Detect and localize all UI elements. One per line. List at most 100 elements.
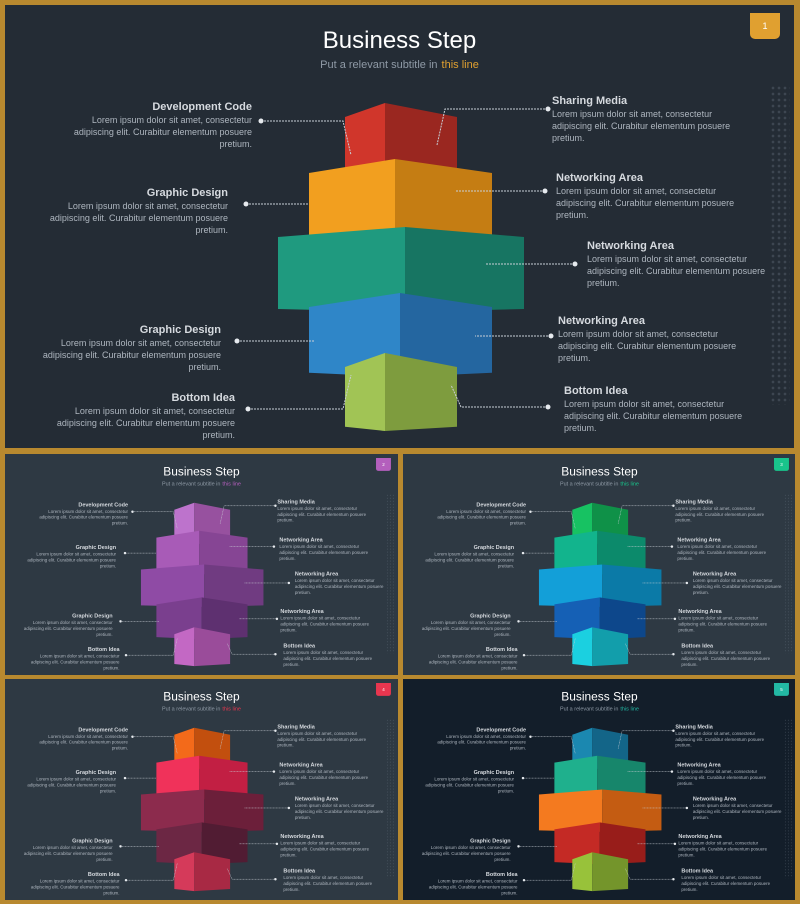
label-title: Bottom Idea	[681, 868, 714, 875]
connector-dot	[131, 735, 134, 739]
label-right-5: Bottom Idea Lorem ipsum dolor sit amet, c…	[283, 868, 378, 893]
slide-thumbnail-purple[interactable]: Business Step Put a relevant subtitle in…	[5, 454, 398, 675]
slide-thumbnail-green-blue[interactable]: Business Step Put a relevant subtitle in…	[403, 454, 795, 675]
label-right-1: Sharing Media Lorem ipsum dolor sit amet,…	[552, 94, 742, 144]
connector-dot	[529, 735, 532, 739]
label-text: Lorem ipsum dolor sit amet, consectetur …	[23, 619, 113, 637]
label-title: Development Code	[476, 501, 527, 508]
slide-subtitle: Put a relevant subtitle in this line	[403, 706, 795, 712]
connector-line	[248, 374, 352, 410]
connector-line	[524, 863, 576, 881]
label-left-3: Graphic Design Lorem ipsum dolor sit amet…	[18, 837, 113, 862]
block-5	[345, 353, 457, 431]
label-left-2: Graphic Design Lorem ipsum dolor sit amet…	[419, 544, 514, 569]
block-face-right	[592, 627, 629, 667]
block-3	[538, 564, 662, 607]
label-text: Lorem ipsum dolor sit amet, consectetur …	[30, 878, 120, 896]
block-face-left	[278, 227, 405, 312]
label-title: Graphic Design	[146, 187, 228, 199]
slide-thumbnail-dark-orange[interactable]: Business Step Put a relevant subtitle in…	[403, 679, 795, 900]
label-title: Development Code	[78, 726, 129, 733]
page-number-badge: 3	[774, 457, 789, 471]
label-right-3: Networking Area Lorem ipsum dolor sit ame…	[693, 796, 788, 821]
connector-dot	[521, 776, 525, 780]
slide-subtitle: Put a relevant subtitle in this line	[5, 706, 398, 712]
label-title: Sharing Media	[552, 95, 628, 107]
slide-thumbnail-red[interactable]: Business Step Put a relevant subtitle in…	[5, 679, 398, 900]
block-5	[174, 627, 231, 667]
block-face-left	[309, 159, 395, 247]
connector-line	[226, 643, 276, 655]
label-title: Graphic Design	[139, 324, 221, 336]
label-right-4: Networking Area Lorem ipsum dolor sit ame…	[678, 608, 773, 633]
block-face-left	[554, 530, 598, 575]
label-title: Networking Area	[692, 571, 737, 578]
label-title: Bottom Idea	[283, 868, 316, 875]
connector-line	[530, 736, 576, 754]
label-text: Lorem ipsum dolor sit amet, consectetur …	[421, 619, 511, 637]
slide-canvas: Business Step Put a relevant subtitle in…	[403, 454, 795, 675]
label-text: Lorem ipsum dolor sit amet, consectetur …	[425, 776, 515, 794]
label-text: Lorem ipsum dolor sit amet, consectetur …	[428, 878, 518, 896]
label-left-4: Bottom Idea Lorem ipsum dolor sit amet, c…	[25, 871, 120, 896]
label-right-3: Networking Area Lorem ipsum dolor sit ame…	[693, 571, 788, 596]
label-text: Lorem ipsum dolor sit amet, consectetur …	[39, 733, 129, 751]
decorative-dot-pattern	[385, 718, 396, 879]
label-title: Networking Area	[677, 537, 721, 544]
label-right-5: Bottom Idea Lorem ipsum dolor sit amet, c…	[681, 643, 776, 668]
label-text: Lorem ipsum dolor sit amet, consectetur …	[294, 578, 384, 595]
subtitle-text: Put a relevant subtitle in	[559, 705, 619, 712]
connector-dot	[517, 845, 520, 848]
block-face-right	[597, 755, 646, 800]
label-text: Lorem ipsum dolor sit amet, consectetur …	[556, 186, 735, 220]
connector-dot	[123, 551, 127, 555]
slide-title: Business Step	[561, 464, 638, 479]
label-title: Graphic Design	[72, 837, 113, 844]
connector-dot	[572, 261, 578, 267]
slide-subtitle: Put a relevant subtitle in this line	[403, 481, 795, 487]
connector-dot	[673, 617, 677, 621]
connector-line	[624, 868, 674, 880]
label-title: Bottom Idea	[283, 643, 316, 650]
label-left-1: Development Code Lorem ipsum dolor sit am…	[62, 100, 252, 150]
connector-dot	[274, 652, 277, 656]
label-title: Networking Area	[279, 537, 323, 544]
label-text: Lorem ipsum dolor sit amet, consectetur …	[56, 406, 235, 440]
label-text: Lorem ipsum dolor sit amet, consectetur …	[279, 544, 369, 562]
block-face-right	[204, 564, 264, 607]
decorative-dot-pattern	[385, 493, 396, 654]
subtitle-text: Put a relevant subtitle in	[161, 480, 221, 487]
connector-line	[126, 863, 178, 881]
slide-main[interactable]: Business Step Put a relevant subtitle in…	[5, 5, 794, 448]
label-right-3: Networking Area Lorem ipsum dolor sit ame…	[587, 239, 777, 289]
label-left-4: Bottom Idea Lorem ipsum dolor sit amet, c…	[423, 646, 518, 671]
label-text: Lorem ipsum dolor sit amet, consectetur …	[681, 650, 771, 668]
stacked-blocks-graphic	[517, 502, 689, 667]
connector-dot	[234, 338, 240, 344]
block-face-right	[199, 530, 248, 575]
connector-dot	[258, 118, 264, 124]
subtitle-highlight: this line	[441, 59, 479, 71]
label-text: Lorem ipsum dolor sit amet, consectetur …	[73, 115, 252, 149]
block-face-right	[204, 789, 264, 832]
label-title: Networking Area	[677, 762, 721, 769]
label-text: Lorem ipsum dolor sit amet, consectetur …	[421, 844, 511, 862]
connector-line	[126, 638, 178, 656]
block-2	[554, 755, 646, 800]
connector-dot	[673, 842, 677, 846]
label-title: Sharing Media	[675, 723, 713, 730]
label-text: Lorem ipsum dolor sit amet, consectetur …	[587, 254, 766, 288]
connector-line	[436, 108, 548, 146]
page-number-badge: 2	[376, 457, 391, 471]
block-3	[140, 789, 264, 832]
connector-line	[450, 384, 548, 408]
label-right-2: Networking Area Lorem ipsum dolor sit ame…	[279, 762, 374, 787]
connector-dot	[119, 845, 122, 848]
label-text: Lorem ipsum dolor sit amet, consectetur …	[692, 803, 782, 820]
connector-dot	[517, 620, 520, 623]
slide-subtitle: Put a relevant subtitle in this line	[5, 59, 794, 71]
label-title: Graphic Design	[473, 544, 515, 551]
connector-line	[219, 505, 276, 524]
label-left-1: Development Code Lorem ipsum dolor sit am…	[431, 726, 526, 751]
subtitle-highlight: this line	[620, 705, 639, 712]
